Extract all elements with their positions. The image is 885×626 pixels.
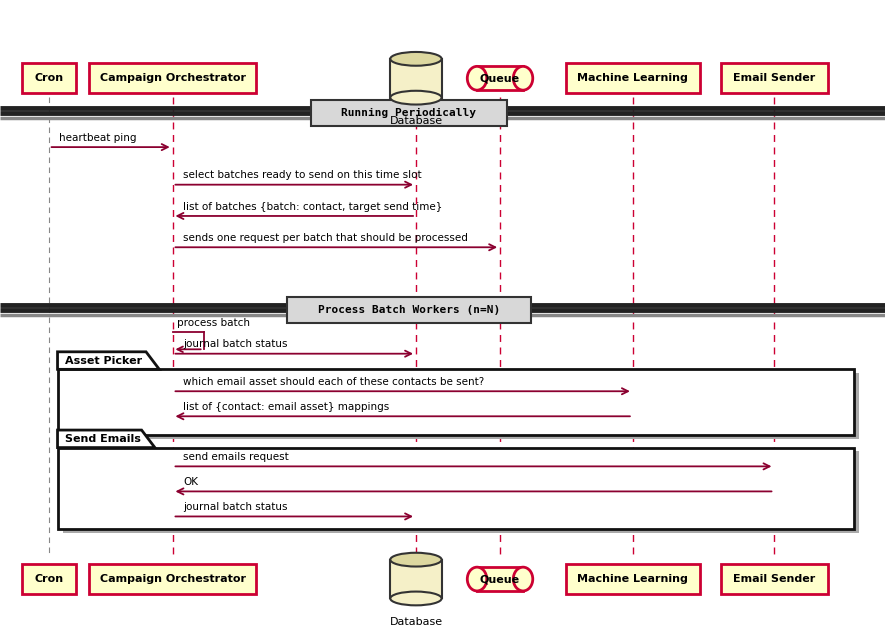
Text: Send Emails: Send Emails	[65, 434, 141, 444]
FancyBboxPatch shape	[21, 63, 75, 93]
Text: Running Periodically: Running Periodically	[342, 108, 476, 118]
Text: list of batches {batch: contact, target send time}: list of batches {batch: contact, target …	[183, 202, 442, 212]
Text: Cron: Cron	[35, 574, 63, 584]
Text: Campaign Orchestrator: Campaign Orchestrator	[100, 73, 245, 83]
Text: Queue: Queue	[480, 73, 520, 83]
Text: select batches ready to send on this time slot: select batches ready to send on this tim…	[183, 170, 422, 180]
Ellipse shape	[467, 66, 487, 90]
Text: Machine Learning: Machine Learning	[577, 73, 689, 83]
Text: send emails request: send emails request	[183, 452, 289, 462]
Ellipse shape	[390, 592, 442, 605]
Ellipse shape	[390, 52, 442, 66]
Text: heartbeat ping: heartbeat ping	[59, 133, 137, 143]
Text: process batch: process batch	[177, 318, 250, 328]
FancyBboxPatch shape	[312, 100, 506, 126]
Text: journal batch status: journal batch status	[183, 339, 288, 349]
Bar	[63, 373, 859, 439]
Text: Machine Learning: Machine Learning	[577, 574, 689, 584]
Text: OK: OK	[183, 477, 198, 487]
Text: which email asset should each of these contacts be sent?: which email asset should each of these c…	[183, 377, 484, 387]
Text: Asset Picker: Asset Picker	[65, 356, 142, 366]
Bar	[477, 66, 523, 90]
Text: list of {contact: email asset} mappings: list of {contact: email asset} mappings	[183, 402, 389, 412]
Ellipse shape	[467, 567, 487, 591]
Bar	[390, 59, 442, 98]
Text: Email Sender: Email Sender	[734, 73, 815, 83]
Ellipse shape	[513, 567, 533, 591]
Bar	[390, 560, 442, 598]
Polygon shape	[58, 352, 159, 369]
Bar	[58, 369, 854, 435]
Bar	[58, 448, 854, 529]
FancyBboxPatch shape	[720, 564, 828, 594]
FancyBboxPatch shape	[21, 564, 75, 594]
Ellipse shape	[513, 66, 533, 90]
Text: Queue: Queue	[480, 574, 520, 584]
FancyBboxPatch shape	[566, 564, 699, 594]
Text: Database: Database	[389, 116, 442, 126]
Bar	[63, 451, 859, 533]
Ellipse shape	[390, 553, 442, 567]
Text: journal batch status: journal batch status	[183, 502, 288, 512]
Bar	[477, 567, 523, 591]
Text: sends one request per batch that should be processed: sends one request per batch that should …	[183, 233, 468, 243]
Text: Database: Database	[389, 617, 442, 626]
Text: Email Sender: Email Sender	[734, 574, 815, 584]
FancyBboxPatch shape	[287, 297, 531, 323]
FancyBboxPatch shape	[566, 63, 699, 93]
Text: Process Batch Workers (n=N): Process Batch Workers (n=N)	[318, 305, 500, 315]
Text: Cron: Cron	[35, 73, 63, 83]
FancyBboxPatch shape	[89, 63, 256, 93]
Text: Campaign Orchestrator: Campaign Orchestrator	[100, 574, 245, 584]
FancyBboxPatch shape	[89, 564, 256, 594]
Polygon shape	[58, 430, 155, 448]
Ellipse shape	[390, 91, 442, 105]
FancyBboxPatch shape	[720, 63, 828, 93]
